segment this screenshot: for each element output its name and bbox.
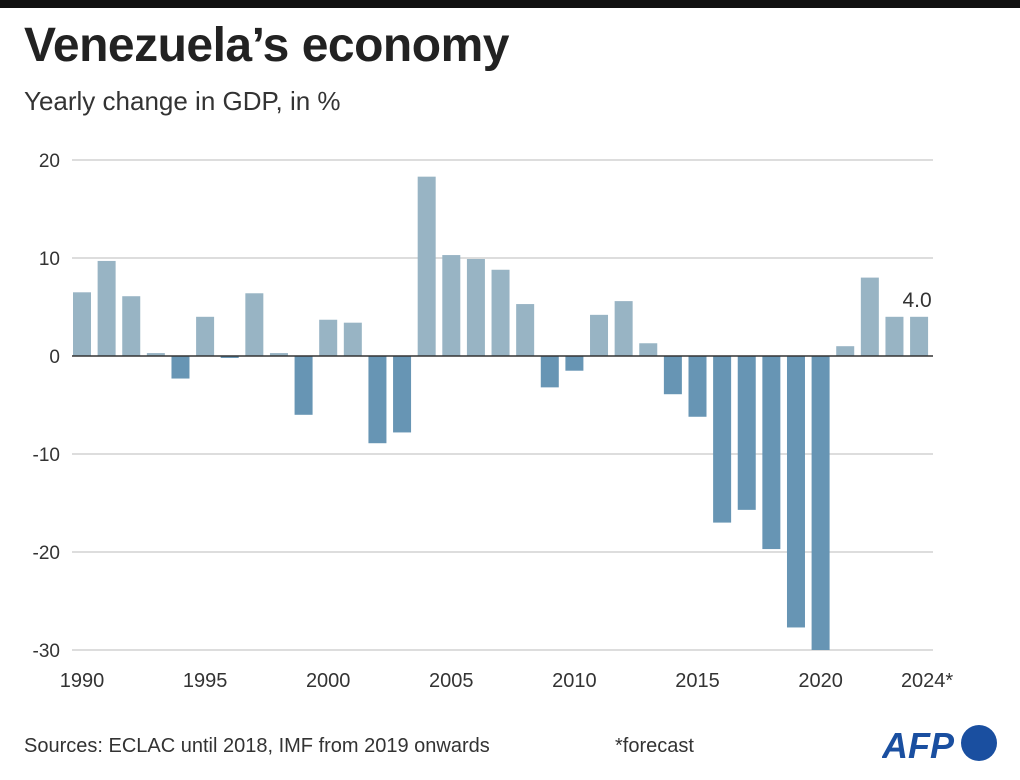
bar-2012 — [614, 301, 633, 356]
bar-1997 — [245, 293, 264, 356]
bar-2023 — [885, 316, 904, 356]
sources-note: Sources: ECLAC until 2018, IMF from 2019… — [24, 735, 490, 757]
value-annotation: 4.0 — [902, 289, 931, 312]
bar-2007 — [491, 269, 510, 356]
x-tick-label: 2005 — [429, 670, 474, 692]
x-tick-label: 2000 — [306, 670, 351, 692]
bar-2021 — [836, 346, 855, 356]
bar-1993 — [146, 353, 165, 356]
top-bar — [0, 0, 1020, 8]
bar-2004 — [417, 176, 436, 356]
y-tick-label: 20 — [39, 151, 60, 172]
bar-2013 — [639, 343, 658, 356]
bar-1990 — [73, 292, 91, 356]
svg-text:AFP: AFP — [882, 725, 955, 766]
y-tick-label: -20 — [33, 543, 60, 564]
x-tick-label: 1995 — [183, 670, 228, 692]
bar-2003 — [393, 356, 412, 433]
bar-1994 — [171, 356, 190, 379]
afp-logo: AFP — [882, 725, 997, 766]
bar-2022 — [860, 277, 879, 356]
bar-2006 — [466, 258, 485, 356]
bar-2000 — [319, 319, 338, 356]
bar-1998 — [269, 353, 288, 356]
bar-2014 — [663, 356, 682, 395]
bar-2008 — [516, 304, 535, 356]
bar-2018 — [762, 356, 781, 550]
bar-2016 — [713, 356, 732, 523]
y-tick-label: 0 — [49, 347, 60, 368]
x-tick-label: 1990 — [60, 670, 105, 692]
bar-1999 — [294, 356, 313, 415]
bar-2020 — [811, 356, 830, 650]
y-tick-label: -30 — [33, 641, 60, 662]
bar-2009 — [540, 356, 559, 388]
bar-2024 — [910, 316, 929, 356]
x-tick-label: 2010 — [552, 670, 597, 692]
bar-2019 — [786, 356, 805, 628]
x-tick-label: 2020 — [798, 670, 843, 692]
y-tick-label: -10 — [33, 445, 60, 466]
bar-1992 — [122, 296, 141, 356]
bar-2005 — [442, 255, 461, 356]
bar-2015 — [688, 356, 707, 417]
x-tick-label: 2024* — [901, 670, 953, 692]
x-tick-label: 2015 — [675, 670, 720, 692]
bar-2002 — [368, 356, 387, 444]
bar-2011 — [590, 314, 609, 356]
bar-1996 — [220, 356, 239, 358]
bar-1991 — [97, 260, 116, 356]
chart-subtitle: Yearly change in GDP, in % — [24, 86, 341, 116]
y-tick-label: 10 — [39, 249, 60, 270]
bar-2001 — [343, 322, 362, 356]
bar-1995 — [196, 316, 215, 356]
forecast-note: *forecast — [615, 735, 694, 757]
bar-2010 — [565, 356, 584, 371]
chart-title: Venezuela’s economy — [24, 19, 509, 72]
bar-2017 — [737, 356, 756, 510]
